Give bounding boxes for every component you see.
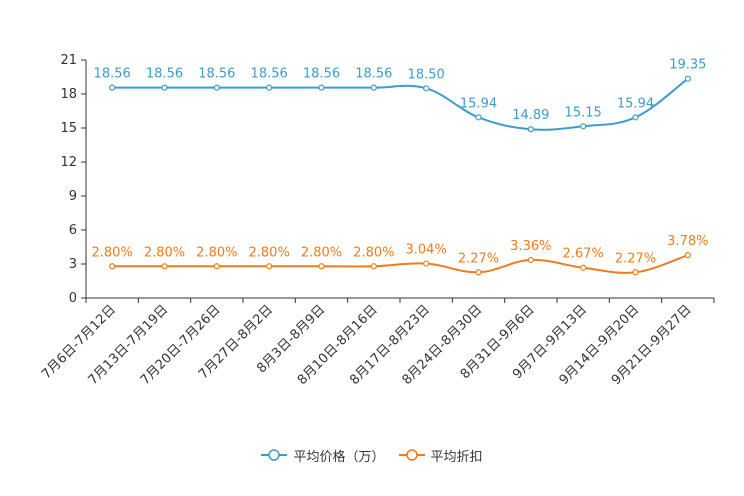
data-label: 3.36% (510, 239, 551, 254)
data-label: 15.94 (460, 96, 497, 111)
data-label: 18.56 (303, 67, 340, 82)
y-tick-label: 9 (69, 189, 77, 204)
data-label: 3.04% (406, 243, 447, 258)
data-point (527, 256, 534, 264)
data-point (161, 84, 168, 91)
data-label: 15.15 (565, 105, 602, 120)
data-point (213, 263, 220, 270)
data-point (423, 85, 430, 92)
data-point (684, 252, 691, 259)
legend-item-discount[interactable]: 平均折扣 (398, 446, 483, 465)
data-point (527, 126, 534, 133)
data-point (266, 84, 273, 91)
data-point (684, 75, 691, 82)
data-point (213, 84, 220, 91)
y-tick-label: 18 (60, 87, 77, 102)
data-label: 18.56 (198, 67, 235, 82)
data-point (423, 260, 430, 267)
data-label: 2.27% (458, 251, 499, 266)
data-label: 19.35 (669, 58, 706, 73)
legend-line-circle-icon (261, 449, 288, 461)
data-label: 2.80% (144, 245, 185, 260)
data-point (109, 263, 116, 270)
data-label: 2.80% (249, 245, 290, 260)
data-label: 2.80% (196, 245, 237, 260)
data-point (475, 114, 482, 121)
data-label: 2.80% (301, 245, 342, 260)
data-point (266, 263, 273, 270)
series-line-1 (112, 254, 689, 274)
y-axis: 0 3 6 9 12 15 18 21 (60, 53, 87, 306)
y-tick-label: 21 (60, 53, 77, 68)
legend-line-circle-icon (398, 449, 425, 461)
data-point (370, 263, 377, 270)
y-tick-label: 15 (60, 121, 77, 136)
y-tick-label: 6 (69, 223, 77, 238)
data-label: 2.67% (563, 247, 604, 262)
series-layer: 18.56 18.56 18.56 18.56 18.56 18.56 18.50 15.94… (92, 58, 708, 276)
data-label: 18.56 (355, 67, 392, 82)
data-label: 18.56 (251, 67, 288, 82)
data-label: 18.50 (408, 67, 445, 82)
y-tick-label: 0 (69, 291, 77, 306)
data-label: 18.56 (94, 67, 131, 82)
legend: 平均价格（万） 平均折扣 (0, 446, 744, 465)
data-label: 18.56 (146, 67, 183, 82)
data-point (370, 84, 377, 91)
legend-item-price[interactable]: 平均价格（万） (261, 446, 385, 465)
data-point (318, 263, 325, 270)
data-point (580, 264, 587, 271)
series-line-0 (112, 77, 689, 131)
x-axis: 7月6日-7月12日7月13日-7月19日7月20日-7月26日7月27日-8月… (39, 297, 715, 388)
data-label: 2.27% (615, 251, 656, 266)
data-label: 14.89 (512, 108, 549, 123)
y-tick-label: 12 (60, 155, 77, 170)
data-label: 15.94 (617, 96, 654, 111)
data-label: 2.80% (92, 245, 133, 260)
data-point (632, 114, 639, 121)
legend-label-discount: 平均折扣 (430, 449, 483, 465)
data-point (109, 84, 116, 91)
data-point (161, 263, 168, 270)
data-point (632, 269, 639, 276)
legend-label-price: 平均价格（万） (293, 449, 385, 465)
y-tick-label: 3 (69, 257, 77, 272)
data-point (475, 269, 482, 276)
data-point (318, 84, 325, 91)
data-label: 3.78% (667, 234, 708, 249)
data-point (580, 123, 587, 130)
data-label: 2.80% (353, 245, 394, 260)
